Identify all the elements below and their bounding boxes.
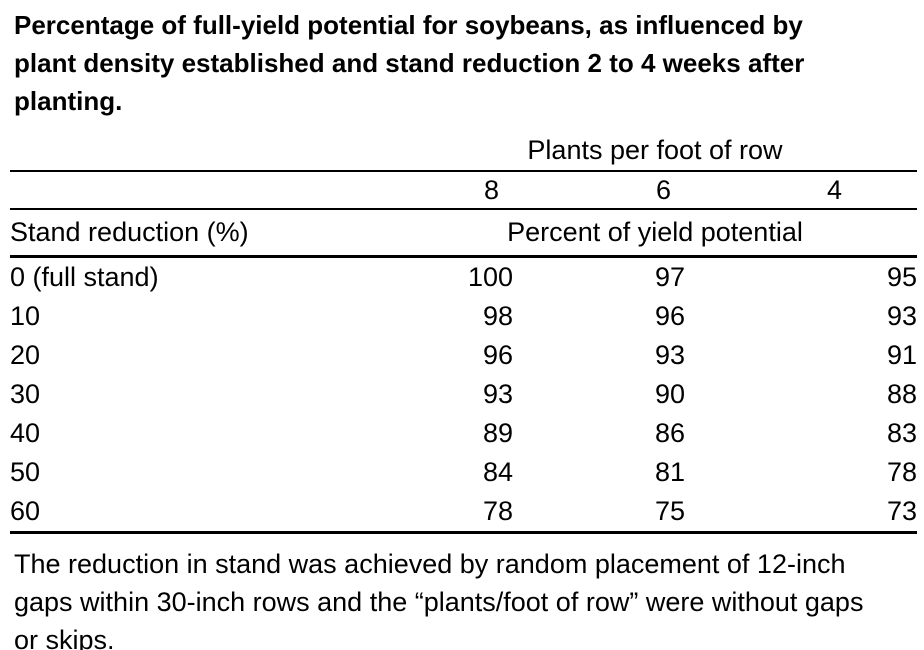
table-row: 50 84 81 78: [10, 453, 917, 492]
cell-value: 96: [482, 340, 513, 370]
row-header-label: Stand reduction (%): [10, 209, 393, 258]
cell-value: 73: [685, 492, 917, 534]
cell-value: 98: [482, 301, 513, 331]
column-header-8: 8: [393, 171, 513, 210]
footnote-line-1: The reduction in stand was achieved by r…: [14, 549, 846, 579]
cell-value: 81: [654, 457, 685, 487]
title-line-1: Percentage of full-yield potential for s…: [14, 10, 803, 40]
row-label: 50: [10, 457, 41, 487]
cell-value: 93: [482, 379, 513, 409]
column-header-6: 6: [513, 171, 685, 210]
row-label: 20: [10, 340, 41, 370]
row-label: 30: [10, 379, 41, 409]
table-row: 20 96 93 91: [10, 336, 917, 375]
data-header: Percent of yield potential: [393, 209, 917, 258]
table-row: 40 89 86 83: [10, 414, 917, 453]
table-title: Percentage of full-yield potential for s…: [14, 6, 804, 120]
cell-value: 86: [654, 418, 685, 448]
empty-cell: [10, 171, 393, 210]
table-row: 0 (full stand) 100 97 95: [10, 257, 917, 298]
cell-value: 84: [482, 457, 513, 487]
cell-value: 83: [886, 418, 917, 448]
group-header-row: Plants per foot of row: [10, 130, 917, 172]
cell-value: 91: [886, 340, 917, 370]
cell-value: 78: [393, 492, 513, 534]
cell-value: 89: [482, 418, 513, 448]
row-label: 10: [10, 301, 41, 331]
table-row: 10 98 96 93: [10, 297, 917, 336]
sub-header-row: Stand reduction (%) Percent of yield pot…: [10, 209, 917, 258]
cell-value: 88: [886, 379, 917, 409]
footnote-line-3: or skips.: [14, 625, 115, 650]
title-line-3: planting.: [14, 86, 123, 116]
column-header-4: 4: [685, 171, 917, 210]
column-header-row: 8 6 4: [10, 171, 917, 210]
cell-value: 96: [654, 301, 685, 331]
row-label: 0 (full stand): [10, 262, 159, 292]
cell-value: 75: [513, 492, 685, 534]
title-line-2: plant density established and stand redu…: [14, 48, 805, 78]
table-footnote: The reduction in stand was achieved by r…: [14, 545, 863, 650]
cell-value: 97: [654, 262, 685, 292]
footnote-line-2: gaps within 30-inch rows and the “plants…: [14, 587, 864, 617]
group-header: Plants per foot of row: [393, 130, 917, 172]
cell-value: 90: [654, 379, 685, 409]
yield-potential-table: Plants per foot of row 8 6 4 Stand reduc…: [10, 130, 917, 534]
row-label: 40: [10, 418, 41, 448]
row-label: 60: [10, 492, 393, 534]
empty-cell: [10, 130, 393, 172]
cell-value: 78: [886, 457, 917, 487]
cell-value: 93: [886, 301, 917, 331]
table-row: 60 78 75 73: [10, 492, 917, 534]
cell-value: 100: [467, 262, 513, 292]
cell-value: 95: [886, 262, 917, 292]
cell-value: 93: [654, 340, 685, 370]
table-row: 30 93 90 88: [10, 375, 917, 414]
